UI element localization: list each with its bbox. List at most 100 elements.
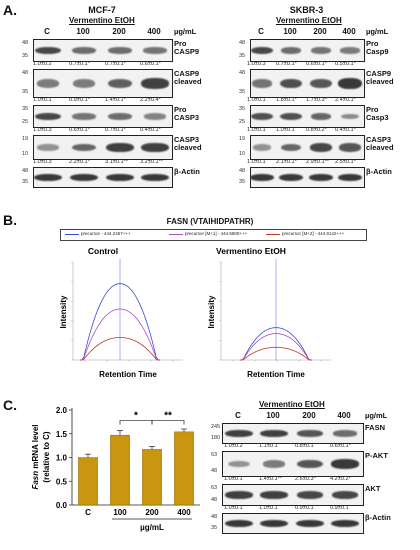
cblot-band-3-3 [331,519,359,528]
mcf7-band-2-2 [108,113,132,120]
bar-ytick-label-0: 0.0 [56,501,68,510]
skbr3-band-0-2 [311,47,331,54]
cblot-row-label-2: AKT [365,484,381,493]
mcf7-band-2-1 [72,113,96,120]
cblot-kda-2-1: 48 [211,497,218,503]
mcf7-lane-2: 200 [112,27,126,36]
cblot-lane-0: C [235,411,241,420]
mcf7-kda-3-1: 10 [22,151,29,157]
mcf7-quant-0-3: 0.6±0.1* [140,61,161,67]
cblot-row-label-0: FASN [365,423,386,432]
skbr3-band-3-0 [252,144,271,151]
bar-xunit: µg/mL [140,523,164,532]
bar-ylabel-gene: Fasn [31,471,40,490]
skbr3-treatment-label: Vermentino EtOH [276,16,342,25]
bar-1 [110,434,130,506]
skbr3-blot-4 [250,167,365,188]
mcf7-band-3-2 [106,143,134,152]
skbr3-kda-3-0: 19 [239,136,246,142]
cblot-kda-3-1: 35 [211,525,218,531]
skbr3-kda-0-1: 35 [239,53,246,59]
skbr3-kda-2-0: 35 [239,106,246,112]
skbr3-band-0-3 [340,47,360,54]
cblot-band-1-2 [297,459,323,469]
skbr3-band-0-1 [280,47,302,54]
skbr3-lane-1: 100 [283,27,297,36]
ver-trace-1 [240,333,312,361]
skbr3-quant-3-1: 2.1±0.1* [276,159,297,165]
bar-ytick-label-1: 0.5 [56,477,68,486]
cblot-quant-1-3: 4.2±0.2* [330,476,351,482]
mcf7-quant-1-3: 2.2±0.4* [140,97,161,103]
skbr3-quant-3-0: 1.0±0.1 [247,159,266,165]
skbr3-quant-3-3: 2.5±0.1* [335,159,356,165]
legend-text-0: precursor - 444.2457+++ [81,231,131,236]
skbr3-quant-1-0: 1.0±0.1 [247,97,266,103]
panel-c-letter: C. [3,397,17,413]
mcf7-quant-0-1: 0.7±0.1* [69,61,90,67]
mcf7-band-4-1 [70,173,98,182]
skbr3-quant-2-1: 1.0±0.1 [276,127,295,133]
bar-3 [174,431,194,506]
skbr3-band-1-0 [252,79,272,88]
skbr3-band-0-0 [251,46,274,55]
cblot-kda-0-1: 180 [211,435,221,441]
mcf7-kda-1-1: 35 [22,89,29,95]
skbr3-quant-2-0: 1.0±0.1 [247,127,266,133]
mcf7-lane-1: 100 [76,27,90,36]
mcf7-quant-3-1: 2.2±0.1* [69,159,90,165]
skbr3-quant-1-2: 1.7±0.3* [306,97,327,103]
cblot-quant-2-3: 0.9±0.1 [330,505,349,511]
bar-cat-label-1: 100 [113,508,127,517]
mcf7-quant-3-2: 3.1±0.1** [105,159,128,165]
skbr3-quant-0-3: 0.5±0.1* [335,61,356,67]
skbr3-quant-1-1: 1.8±0.1* [276,97,297,103]
bar-2 [142,449,162,506]
bar-ylabel-rest: mRNA level [31,424,40,470]
cblot-blot-2 [222,484,364,506]
mcf7-band-3-1 [71,143,97,152]
bar-ylabel-line2: (relative to C) [42,431,51,482]
skbr3-quant-2-2: 0.8±0.2* [306,127,327,133]
cblot-quant-2-2: 0.9±0.1 [295,505,314,511]
cblot-quant-2-1: 1.0±0.1 [259,505,278,511]
skbr3-quant-0-2: 0.6±0.1* [306,61,327,67]
ctrl-ylabel: Intensity [59,295,68,328]
skbr3-row-label-2: Pro Casp3 [366,105,389,122]
skbr3-quant-0-1: 0.7±0.1* [276,61,297,67]
skbr3-quant-0-0: 1.0±0.3 [247,61,266,67]
bar-ytick-label-3: 1.5 [56,430,68,439]
skbr3-lane-0: C [258,27,264,36]
ver-title: Vermentino EtOH [216,246,286,256]
mcf7-row-label-4: β-Actin [174,167,200,176]
mcf7-band-1-1 [72,79,96,88]
cblot-quant-1-2: 2.6±0.3* [295,476,316,482]
mcf7-band-1-3 [141,78,169,89]
mcf7-kda-0-1: 35 [22,53,29,59]
cblot-band-0-1 [260,429,288,438]
skbr3-band-2-1 [280,112,302,121]
mcf7-row-label-1: CASP9 cleaved [174,69,202,86]
skbr3-quant-1-3: 2.4±0.1* [335,97,356,103]
cblot-quant-0-0: 1.0±0.2 [224,443,243,449]
mcf7-kda-1-0: 48 [22,70,29,76]
mcf7-band-0-0 [34,46,62,55]
legend-text-2: precursor [M+2] - 444.9142+++ [282,231,345,236]
mcf7-unit: µg/mL [174,27,197,36]
cblot-lane-1: 100 [266,411,280,420]
mcf7-band-0-3 [143,47,167,54]
skbr3-band-4-1 [279,173,303,182]
ver-xlabel: Retention Time [247,370,305,379]
mcf7-kda-3-0: 19 [22,136,29,142]
skbr3-quant-3-2: 2.9±0.1** [306,159,329,165]
mcf7-quant-2-2: 0.7±0.1* [105,127,126,133]
ctrl-title: Control [88,246,118,256]
bar-cat-label-0: C [85,508,91,517]
skbr3-blot-3 [250,135,365,160]
panel-b-title: FASN (VTAIHIDPATHR) [166,217,254,226]
cblot-band-0-2 [297,430,323,437]
mcf7-blot-4 [33,167,173,188]
cblot-band-2-3 [331,491,359,499]
cblot-band-1-3 [331,459,359,469]
mcf7-band-0-2 [108,47,132,54]
